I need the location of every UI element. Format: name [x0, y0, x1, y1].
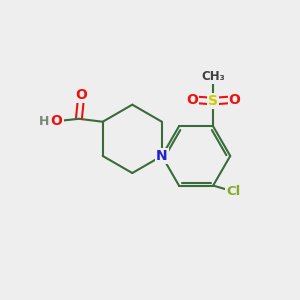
Text: O: O [75, 88, 87, 102]
Text: O: O [186, 93, 198, 106]
Text: O: O [51, 114, 63, 128]
Text: N: N [156, 149, 168, 163]
Text: S: S [208, 94, 218, 108]
Text: Cl: Cl [226, 185, 241, 198]
Text: O: O [229, 93, 241, 106]
Text: CH₃: CH₃ [201, 70, 225, 83]
Text: H: H [39, 115, 49, 128]
